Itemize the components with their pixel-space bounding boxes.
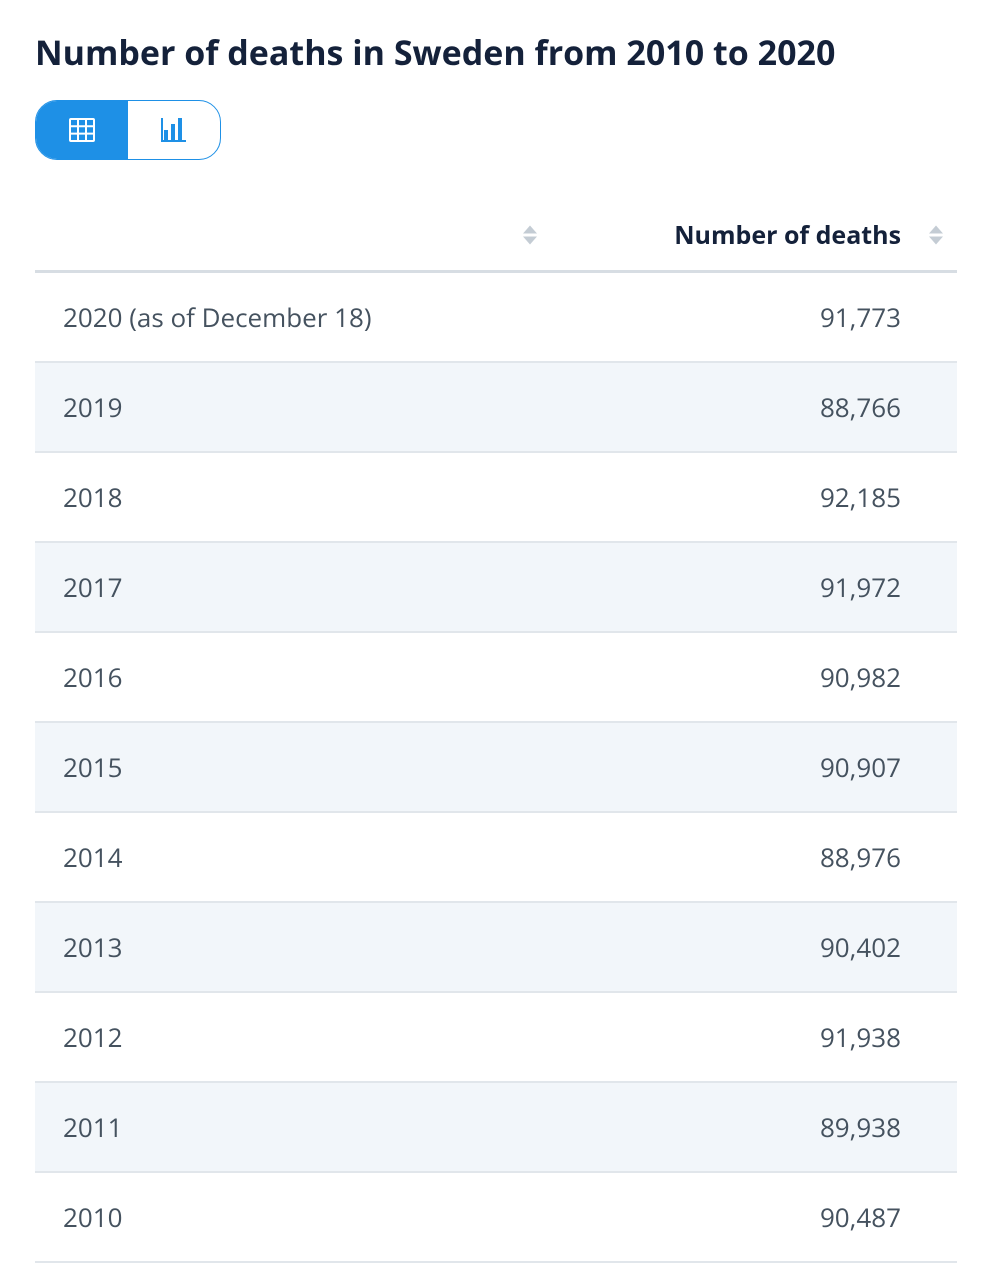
table-row: 201390,402 [35, 902, 957, 992]
cell-year: 2010 [35, 1172, 551, 1262]
cell-value: 91,773 [551, 271, 957, 362]
cell-value: 90,402 [551, 902, 957, 992]
cell-year: 2016 [35, 632, 551, 722]
column-header-year[interactable] [35, 200, 551, 272]
table-row: 201090,487 [35, 1172, 957, 1262]
table-row: 201488,976 [35, 812, 957, 902]
cell-value: 89,938 [551, 1082, 957, 1172]
table-row: 2020 (as of December 18)91,773 [35, 271, 957, 362]
cell-year: 2020 (as of December 18) [35, 271, 551, 362]
table-row: 201189,938 [35, 1082, 957, 1172]
cell-year: 2017 [35, 542, 551, 632]
cell-value: 90,487 [551, 1172, 957, 1262]
table-icon [69, 118, 95, 142]
cell-year: 2014 [35, 812, 551, 902]
cell-value: 92,185 [551, 452, 957, 542]
cell-value: 91,938 [551, 992, 957, 1082]
column-header-value[interactable]: Number of deaths [551, 200, 957, 272]
cell-value: 90,907 [551, 722, 957, 812]
page-title: Number of deaths in Sweden from 2010 to … [35, 30, 957, 76]
cell-value: 91,972 [551, 542, 957, 632]
sort-icon [929, 225, 943, 244]
cell-year: 2012 [35, 992, 551, 1082]
chart-view-button[interactable] [128, 101, 220, 159]
cell-value: 90,982 [551, 632, 957, 722]
cell-value: 88,976 [551, 812, 957, 902]
table-row: 201892,185 [35, 452, 957, 542]
cell-value: 88,766 [551, 362, 957, 452]
table-row: 201791,972 [35, 542, 957, 632]
table-body: 2020 (as of December 18)91,773201988,766… [35, 271, 957, 1262]
table-view-button[interactable] [36, 101, 128, 159]
cell-year: 2013 [35, 902, 551, 992]
cell-year: 2018 [35, 452, 551, 542]
data-table: Number of deaths 2020 (as of December 18… [35, 200, 957, 1263]
view-toggle [35, 100, 221, 160]
table-row: 201590,907 [35, 722, 957, 812]
table-row: 201291,938 [35, 992, 957, 1082]
bar-chart-icon [161, 118, 187, 142]
column-header-value-label: Number of deaths [674, 218, 901, 252]
cell-year: 2011 [35, 1082, 551, 1172]
cell-year: 2015 [35, 722, 551, 812]
sort-icon [523, 225, 537, 244]
cell-year: 2019 [35, 362, 551, 452]
table-row: 201690,982 [35, 632, 957, 722]
table-row: 201988,766 [35, 362, 957, 452]
